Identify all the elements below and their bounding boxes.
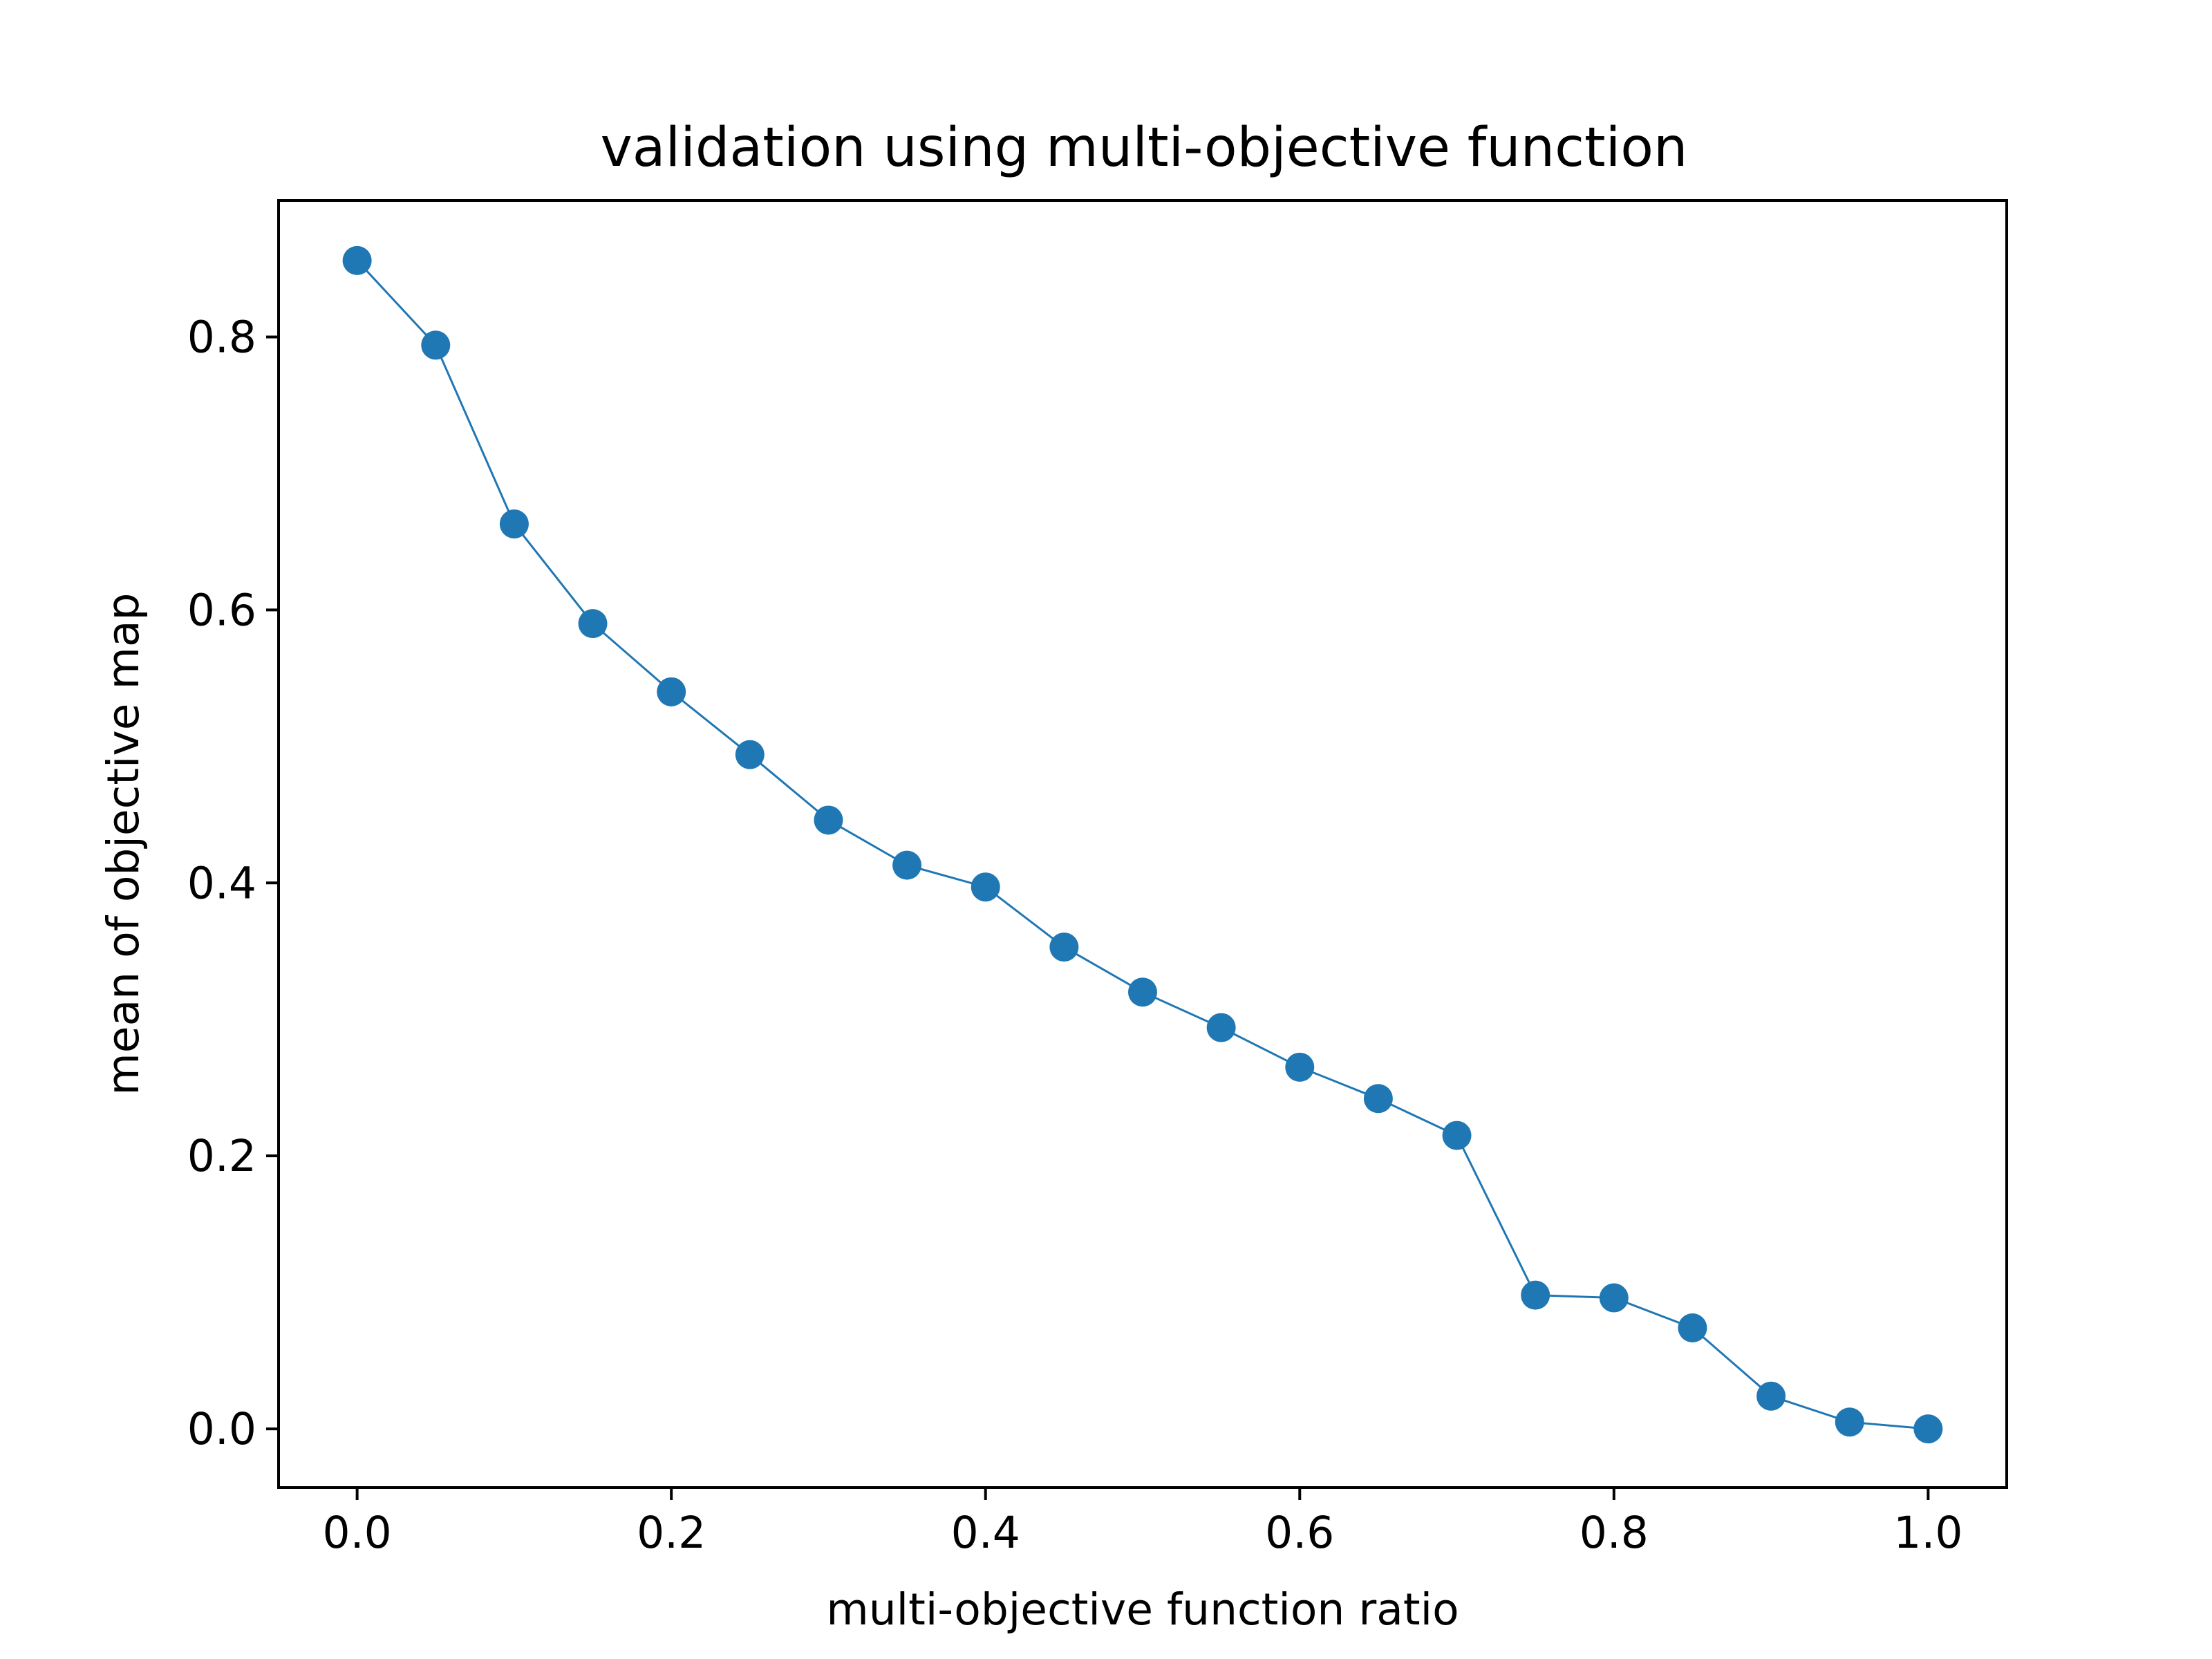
plot-area [342,245,1943,1444]
y-tick-label: 0.0 [187,1404,256,1454]
data-point [1128,977,1157,1007]
data-point [1835,1407,1864,1437]
y-axis: 0.0 0.2 0.4 0.6 0.8 [187,312,279,1454]
data-point [657,677,686,706]
data-point [1285,1052,1315,1082]
data-point [1442,1121,1472,1150]
x-tick-label: 1.0 [1893,1508,1962,1558]
data-point [971,872,1000,902]
axes-frame [277,199,2008,1489]
data-point [1363,1084,1393,1114]
x-tick-label: 0.8 [1580,1508,1649,1558]
data-point [1599,1283,1629,1313]
chart-title: validation using multi-objective functio… [601,117,1688,179]
y-tick-label: 0.2 [187,1131,256,1181]
x-tick-label: 0.0 [323,1508,392,1558]
y-axis-label: mean of objective map [98,592,149,1095]
data-point [578,609,608,639]
x-tick-label: 0.6 [1265,1508,1334,1558]
data-point [1521,1280,1550,1310]
data-point [1913,1414,1943,1444]
data-point [892,850,922,880]
y-tick-label: 0.8 [187,312,256,362]
x-axis: 0.0 0.2 0.4 0.6 0.8 1.0 [323,1488,1962,1558]
data-point [499,509,529,538]
data-point [1206,1013,1236,1042]
data-point [735,740,765,769]
data-point [342,245,372,275]
data-point [1678,1313,1707,1342]
data-point [1756,1381,1786,1411]
data-point [814,805,843,835]
x-axis-label: multi-objective function ratio [826,1584,1459,1635]
data-point [1049,932,1079,962]
y-tick-label: 0.4 [187,858,256,908]
data-point [421,330,451,360]
x-tick-label: 0.2 [637,1508,706,1558]
x-tick-label: 0.4 [951,1508,1020,1558]
y-tick-label: 0.6 [187,585,256,635]
